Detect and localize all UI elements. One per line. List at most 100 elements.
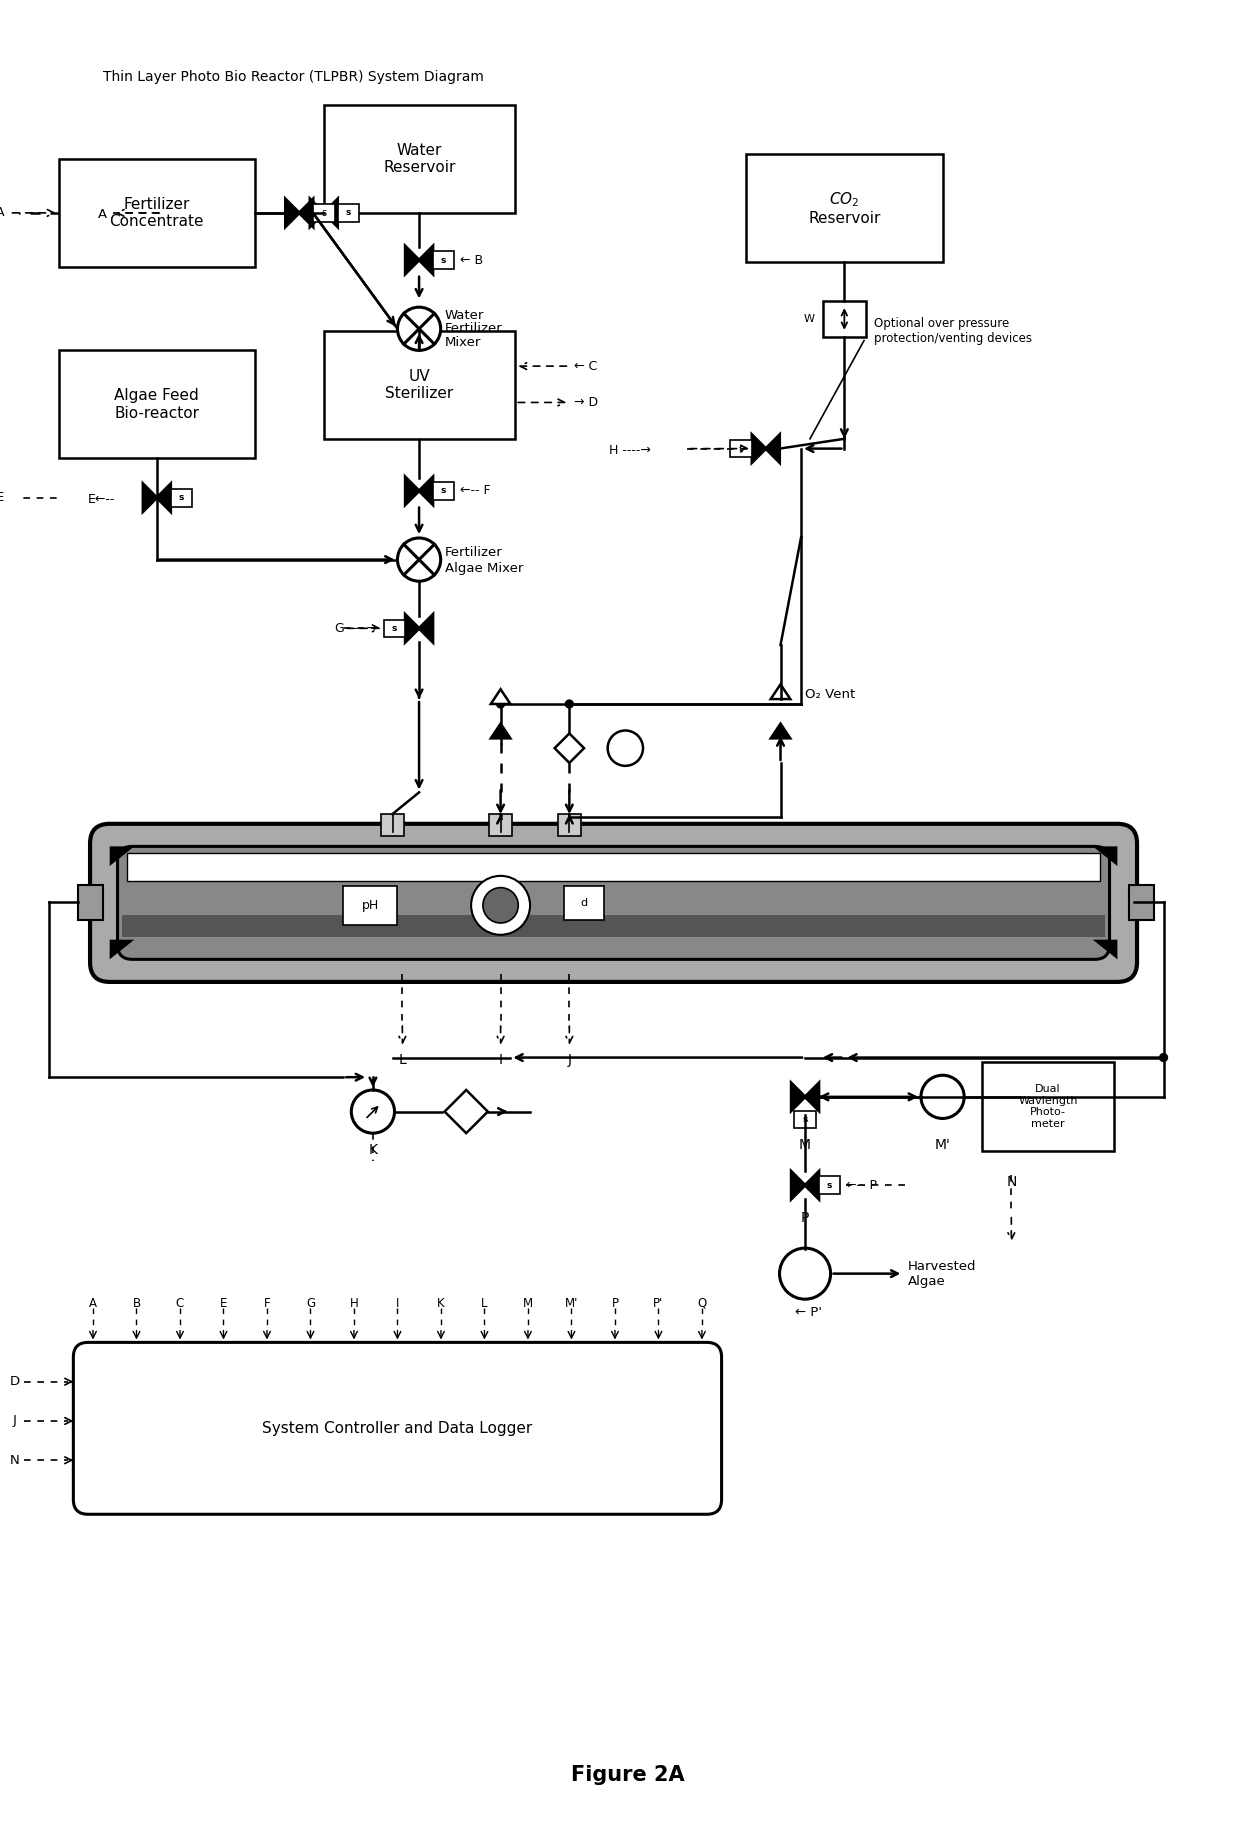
- Text: ← P': ← P': [795, 1307, 822, 1320]
- Text: Fertilizer: Fertilizer: [445, 546, 502, 559]
- Text: UV
Sterilizer: UV Sterilizer: [386, 369, 454, 401]
- Polygon shape: [771, 724, 790, 738]
- Text: D: D: [10, 1375, 20, 1388]
- Text: E: E: [0, 491, 4, 504]
- Text: Dual
Wavlength
Photo-
meter: Dual Wavlength Photo- meter: [1018, 1084, 1078, 1130]
- Text: K: K: [368, 1143, 377, 1157]
- Bar: [58, 351, 255, 458]
- Text: H ----→: H ----→: [609, 445, 651, 458]
- Polygon shape: [324, 199, 337, 227]
- Circle shape: [780, 1248, 831, 1300]
- Text: A: A: [89, 1296, 97, 1309]
- Text: G ----→: G ----→: [335, 622, 377, 635]
- Text: N: N: [10, 1455, 20, 1468]
- Text: ← B: ← B: [460, 253, 484, 266]
- Text: s: s: [441, 485, 446, 495]
- Text: Optional over pressure
protection/venting devices: Optional over pressure protection/ventin…: [874, 318, 1032, 345]
- Text: pH: pH: [362, 899, 379, 912]
- Bar: [564, 886, 604, 919]
- Text: B: B: [133, 1296, 140, 1309]
- Text: P': P': [653, 1296, 663, 1309]
- Text: N: N: [1006, 1176, 1017, 1189]
- Text: s: s: [441, 255, 446, 264]
- Polygon shape: [405, 246, 419, 273]
- Bar: [730, 439, 751, 458]
- Text: F: F: [264, 1296, 270, 1309]
- Text: System Controller and Data Logger: System Controller and Data Logger: [263, 1421, 533, 1436]
- Polygon shape: [791, 1172, 805, 1200]
- FancyBboxPatch shape: [73, 1342, 722, 1514]
- Polygon shape: [766, 436, 780, 462]
- Circle shape: [398, 306, 440, 351]
- Bar: [78, 884, 103, 919]
- Bar: [982, 1063, 1115, 1150]
- Text: $CO_2$
Reservoir: $CO_2$ Reservoir: [808, 190, 880, 225]
- Bar: [795, 1111, 816, 1128]
- Text: O₂ Vent: O₂ Vent: [805, 689, 856, 701]
- Bar: [1130, 884, 1153, 919]
- Text: s: s: [739, 445, 744, 452]
- Circle shape: [565, 700, 573, 707]
- Text: Figure 2A: Figure 2A: [572, 1765, 684, 1785]
- Text: Water: Water: [445, 308, 484, 321]
- Text: s: s: [802, 1115, 807, 1124]
- Polygon shape: [109, 845, 134, 866]
- Circle shape: [497, 700, 505, 707]
- Text: Algae Mixer: Algae Mixer: [445, 561, 523, 574]
- Text: Fertilizer
Concentrate: Fertilizer Concentrate: [109, 198, 205, 229]
- Polygon shape: [491, 689, 511, 703]
- Polygon shape: [419, 476, 433, 504]
- Bar: [337, 205, 360, 222]
- Text: Algae Feed
Bio-reactor: Algae Feed Bio-reactor: [114, 388, 200, 421]
- Text: M': M': [564, 1296, 578, 1309]
- Text: C: C: [176, 1296, 184, 1309]
- Polygon shape: [1092, 940, 1117, 960]
- Bar: [324, 105, 516, 212]
- Text: E←--: E←--: [88, 493, 115, 506]
- Polygon shape: [405, 615, 419, 642]
- Text: W: W: [804, 314, 815, 323]
- Bar: [558, 814, 582, 836]
- Text: Mixer: Mixer: [445, 336, 481, 349]
- Polygon shape: [299, 199, 312, 227]
- Bar: [123, 916, 1105, 936]
- Text: P: P: [801, 1211, 810, 1224]
- Bar: [433, 482, 454, 500]
- Polygon shape: [771, 685, 790, 700]
- Text: L: L: [481, 1296, 487, 1309]
- Polygon shape: [109, 940, 134, 960]
- FancyBboxPatch shape: [118, 845, 1110, 960]
- Polygon shape: [805, 1172, 818, 1200]
- Text: s: s: [179, 493, 184, 502]
- Text: ←-- P: ←-- P: [847, 1180, 878, 1193]
- Polygon shape: [805, 1084, 818, 1111]
- Text: M': M': [935, 1139, 951, 1152]
- Polygon shape: [791, 1084, 805, 1111]
- Text: J: J: [568, 1052, 572, 1067]
- Polygon shape: [405, 476, 419, 504]
- Polygon shape: [419, 615, 433, 642]
- Text: P: P: [611, 1296, 619, 1309]
- Text: s: s: [392, 624, 397, 633]
- Text: A: A: [98, 209, 108, 222]
- Polygon shape: [445, 1089, 487, 1133]
- Text: L: L: [398, 1052, 407, 1067]
- Text: M: M: [799, 1139, 811, 1152]
- Text: Q: Q: [697, 1296, 707, 1309]
- Bar: [489, 814, 512, 836]
- Text: K: K: [438, 1296, 445, 1309]
- Bar: [433, 251, 454, 270]
- Bar: [58, 159, 255, 268]
- Polygon shape: [751, 436, 766, 462]
- Polygon shape: [1092, 845, 1117, 866]
- Bar: [312, 205, 335, 222]
- Bar: [383, 620, 405, 637]
- Text: s: s: [346, 209, 351, 218]
- Text: ← C: ← C: [574, 360, 598, 373]
- Text: G: G: [306, 1296, 315, 1309]
- Text: → D: → D: [574, 395, 599, 410]
- Text: H: H: [350, 1296, 358, 1309]
- Text: Water
Reservoir: Water Reservoir: [383, 142, 456, 175]
- Text: Harvested
Algae: Harvested Algae: [908, 1259, 977, 1289]
- Circle shape: [471, 875, 529, 934]
